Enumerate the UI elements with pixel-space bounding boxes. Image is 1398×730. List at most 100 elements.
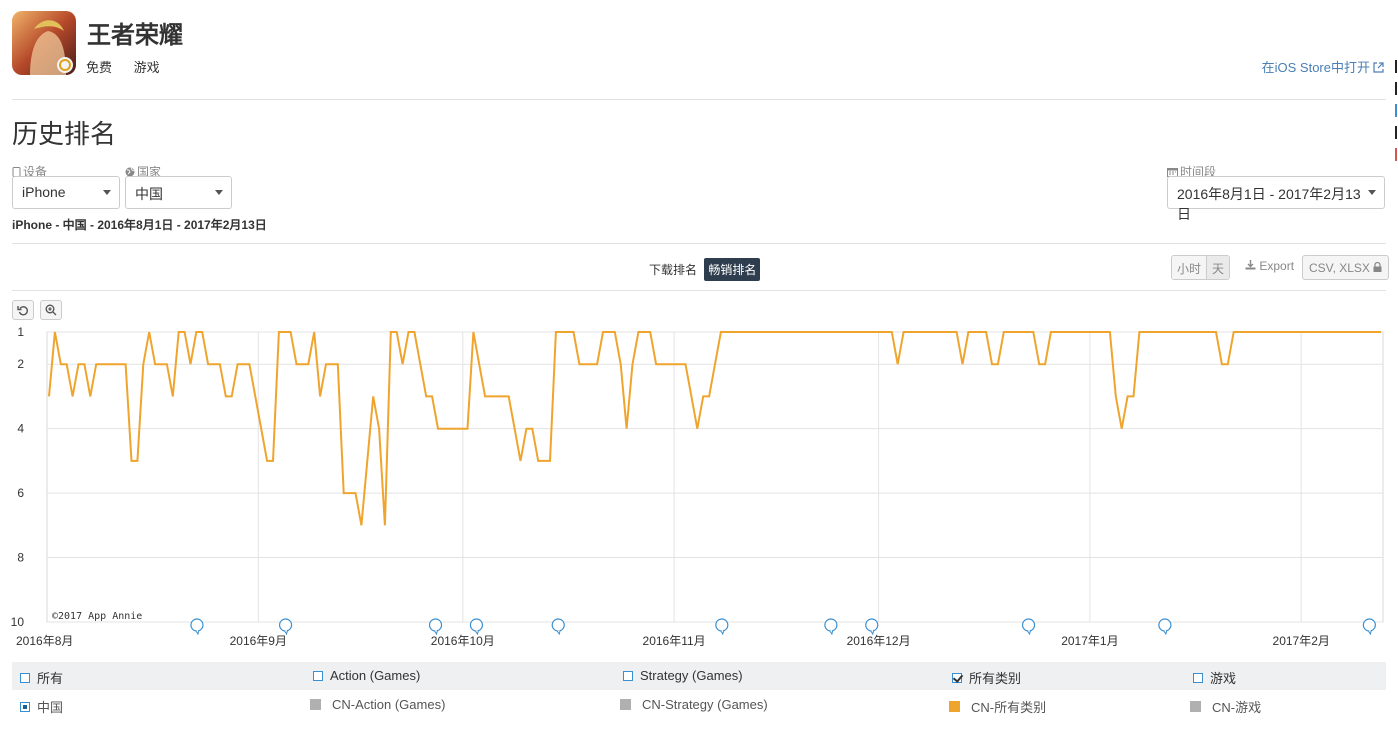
app-price: 免费 [86,60,113,75]
legend-label: 所有 [37,671,64,686]
x-tick-label: 2016年10月 [431,634,495,648]
zoom-in-icon [45,304,57,316]
chart-watermark: ©2017 App Annie [52,611,142,622]
category-legend: 所有 Action (Games) Strategy (Games) 所有类别 … [12,662,1386,690]
country-label-text: 国家 [137,165,162,179]
y-tick-label: 2 [17,357,24,371]
series-swatch [310,699,321,710]
series-line-cn-all-categories [48,331,1381,526]
export-text: Export [1259,259,1295,273]
app-meta: 免费 游戏 [86,57,178,76]
legend-label: CN-游戏 [1212,700,1262,715]
x-tick-label: 2016年8月 [16,634,73,648]
export-formats-text: CSV, XLSX [1309,261,1370,275]
zoom-button[interactable] [40,300,62,320]
x-tick-label: 2017年2月 [1273,634,1330,648]
device-select-value: iPhone [22,184,66,200]
x-tick-label: 2016年12月 [847,634,911,648]
series-swatch [620,699,631,710]
legend-label: Action (Games) [330,668,421,683]
checkbox[interactable] [623,670,633,681]
external-link-icon [1373,62,1384,73]
legend-label: CN-Action (Games) [332,697,446,712]
checkbox[interactable] [20,672,30,683]
legend-strategy-games[interactable]: Strategy (Games) [623,668,743,683]
open-in-ios-store-link[interactable]: 在iOS Store中打开 [1262,57,1384,76]
right-edge-markers [1395,60,1398,170]
plot-border [46,331,1384,623]
y-tick-label: 10 [11,615,25,629]
legend-series-cn-games[interactable]: CN-游戏 [1190,697,1261,716]
ios-store-link-label: 在iOS Store中打开 [1261,60,1370,75]
chevron-down-icon [215,190,223,195]
event-marker-icon [1362,618,1376,636]
event-marker-icon [551,618,565,636]
y-tick-label: 4 [17,422,24,436]
app-category-link[interactable]: 游戏 [133,60,160,75]
period-label-text: 时间段 [1180,165,1217,179]
legend-series-cn-action[interactable]: CN-Action (Games) [310,697,445,712]
legend-label: CN-所有类别 [971,700,1047,715]
edge-mark [1395,126,1397,139]
event-marker-icon [278,618,293,636]
app-icon [12,11,76,75]
legend-label: 中国 [37,700,64,715]
event-marker-icon [469,618,484,636]
lock-icon [1373,261,1382,272]
legend-label: 游戏 [1210,671,1237,686]
header-divider [12,99,1386,100]
event-marker-icon [865,618,879,636]
y-tick-label: 8 [17,551,24,565]
app-title: 王者荣耀 [87,22,183,49]
legend-series-cn-all[interactable]: CN-所有类别 [949,697,1046,716]
edge-mark [1395,148,1397,161]
chart-subtitle: iPhone - 中国 - 2016年8月1日 - 2017年2月13日 [12,218,267,232]
series-swatch [1190,701,1201,712]
toolbar-divider [12,290,1386,291]
legend-action-games[interactable]: Action (Games) [313,668,420,683]
chevron-down-icon [103,190,111,195]
reset-zoom-button[interactable] [12,300,34,320]
granularity-hour-button[interactable]: 小时 [1172,256,1207,279]
legend-series-cn-strategy[interactable]: CN-Strategy (Games) [620,697,768,712]
event-marker-icon [824,618,838,636]
series-swatch [949,701,960,712]
country-select-value: 中国 [135,186,163,202]
export-label: Export [1245,259,1294,273]
checkbox-checked[interactable] [952,672,962,683]
chart-grid [46,331,1384,623]
filters-divider [12,243,1386,244]
legend-games[interactable]: 游戏 [1193,668,1236,687]
undo-icon [17,306,28,316]
checkbox[interactable] [1193,672,1203,683]
x-tick-label: 2016年9月 [230,634,287,648]
legend-country-china[interactable]: 中国 [20,697,63,716]
radio-checked[interactable] [20,701,30,712]
legend-label: 所有类别 [969,671,1022,686]
legend-label: Strategy (Games) [640,668,743,683]
event-marker-icon [190,618,204,636]
page-title: 历史排名 [12,119,117,149]
device-label-text: 设备 [23,165,48,179]
series-legend: 中国 CN-Action (Games) CN-Strategy (Games)… [12,691,1386,719]
export-csv-xlsx-button[interactable]: CSV, XLSX [1302,255,1390,280]
download-icon [1245,260,1256,270]
y-tick-label: 1 [17,325,24,339]
granularity-toggle: 小时 天 [1171,255,1231,280]
period-select[interactable]: 2016年8月1日 - 2017年2月13日 [1167,176,1385,222]
event-marker-icon [1021,618,1036,636]
event-marker-icon [715,618,729,636]
device-select[interactable]: iPhone [12,176,120,209]
tab-downloads[interactable]: 下载排名 [649,263,698,277]
tab-grossing[interactable]: 畅销排名 [704,258,761,281]
y-axis-ticks: 1 2 4 6 8 10 [11,325,25,629]
edge-mark [1395,82,1397,95]
x-tick-label: 2016年11月 [643,634,706,648]
country-select[interactable]: 中国 [125,176,232,209]
checkbox[interactable] [313,670,323,681]
granularity-day-button[interactable]: 天 [1206,256,1230,279]
event-markers [190,618,1376,636]
legend-all-categories[interactable]: 所有类别 [952,668,1021,687]
legend-all[interactable]: 所有 [20,668,63,687]
